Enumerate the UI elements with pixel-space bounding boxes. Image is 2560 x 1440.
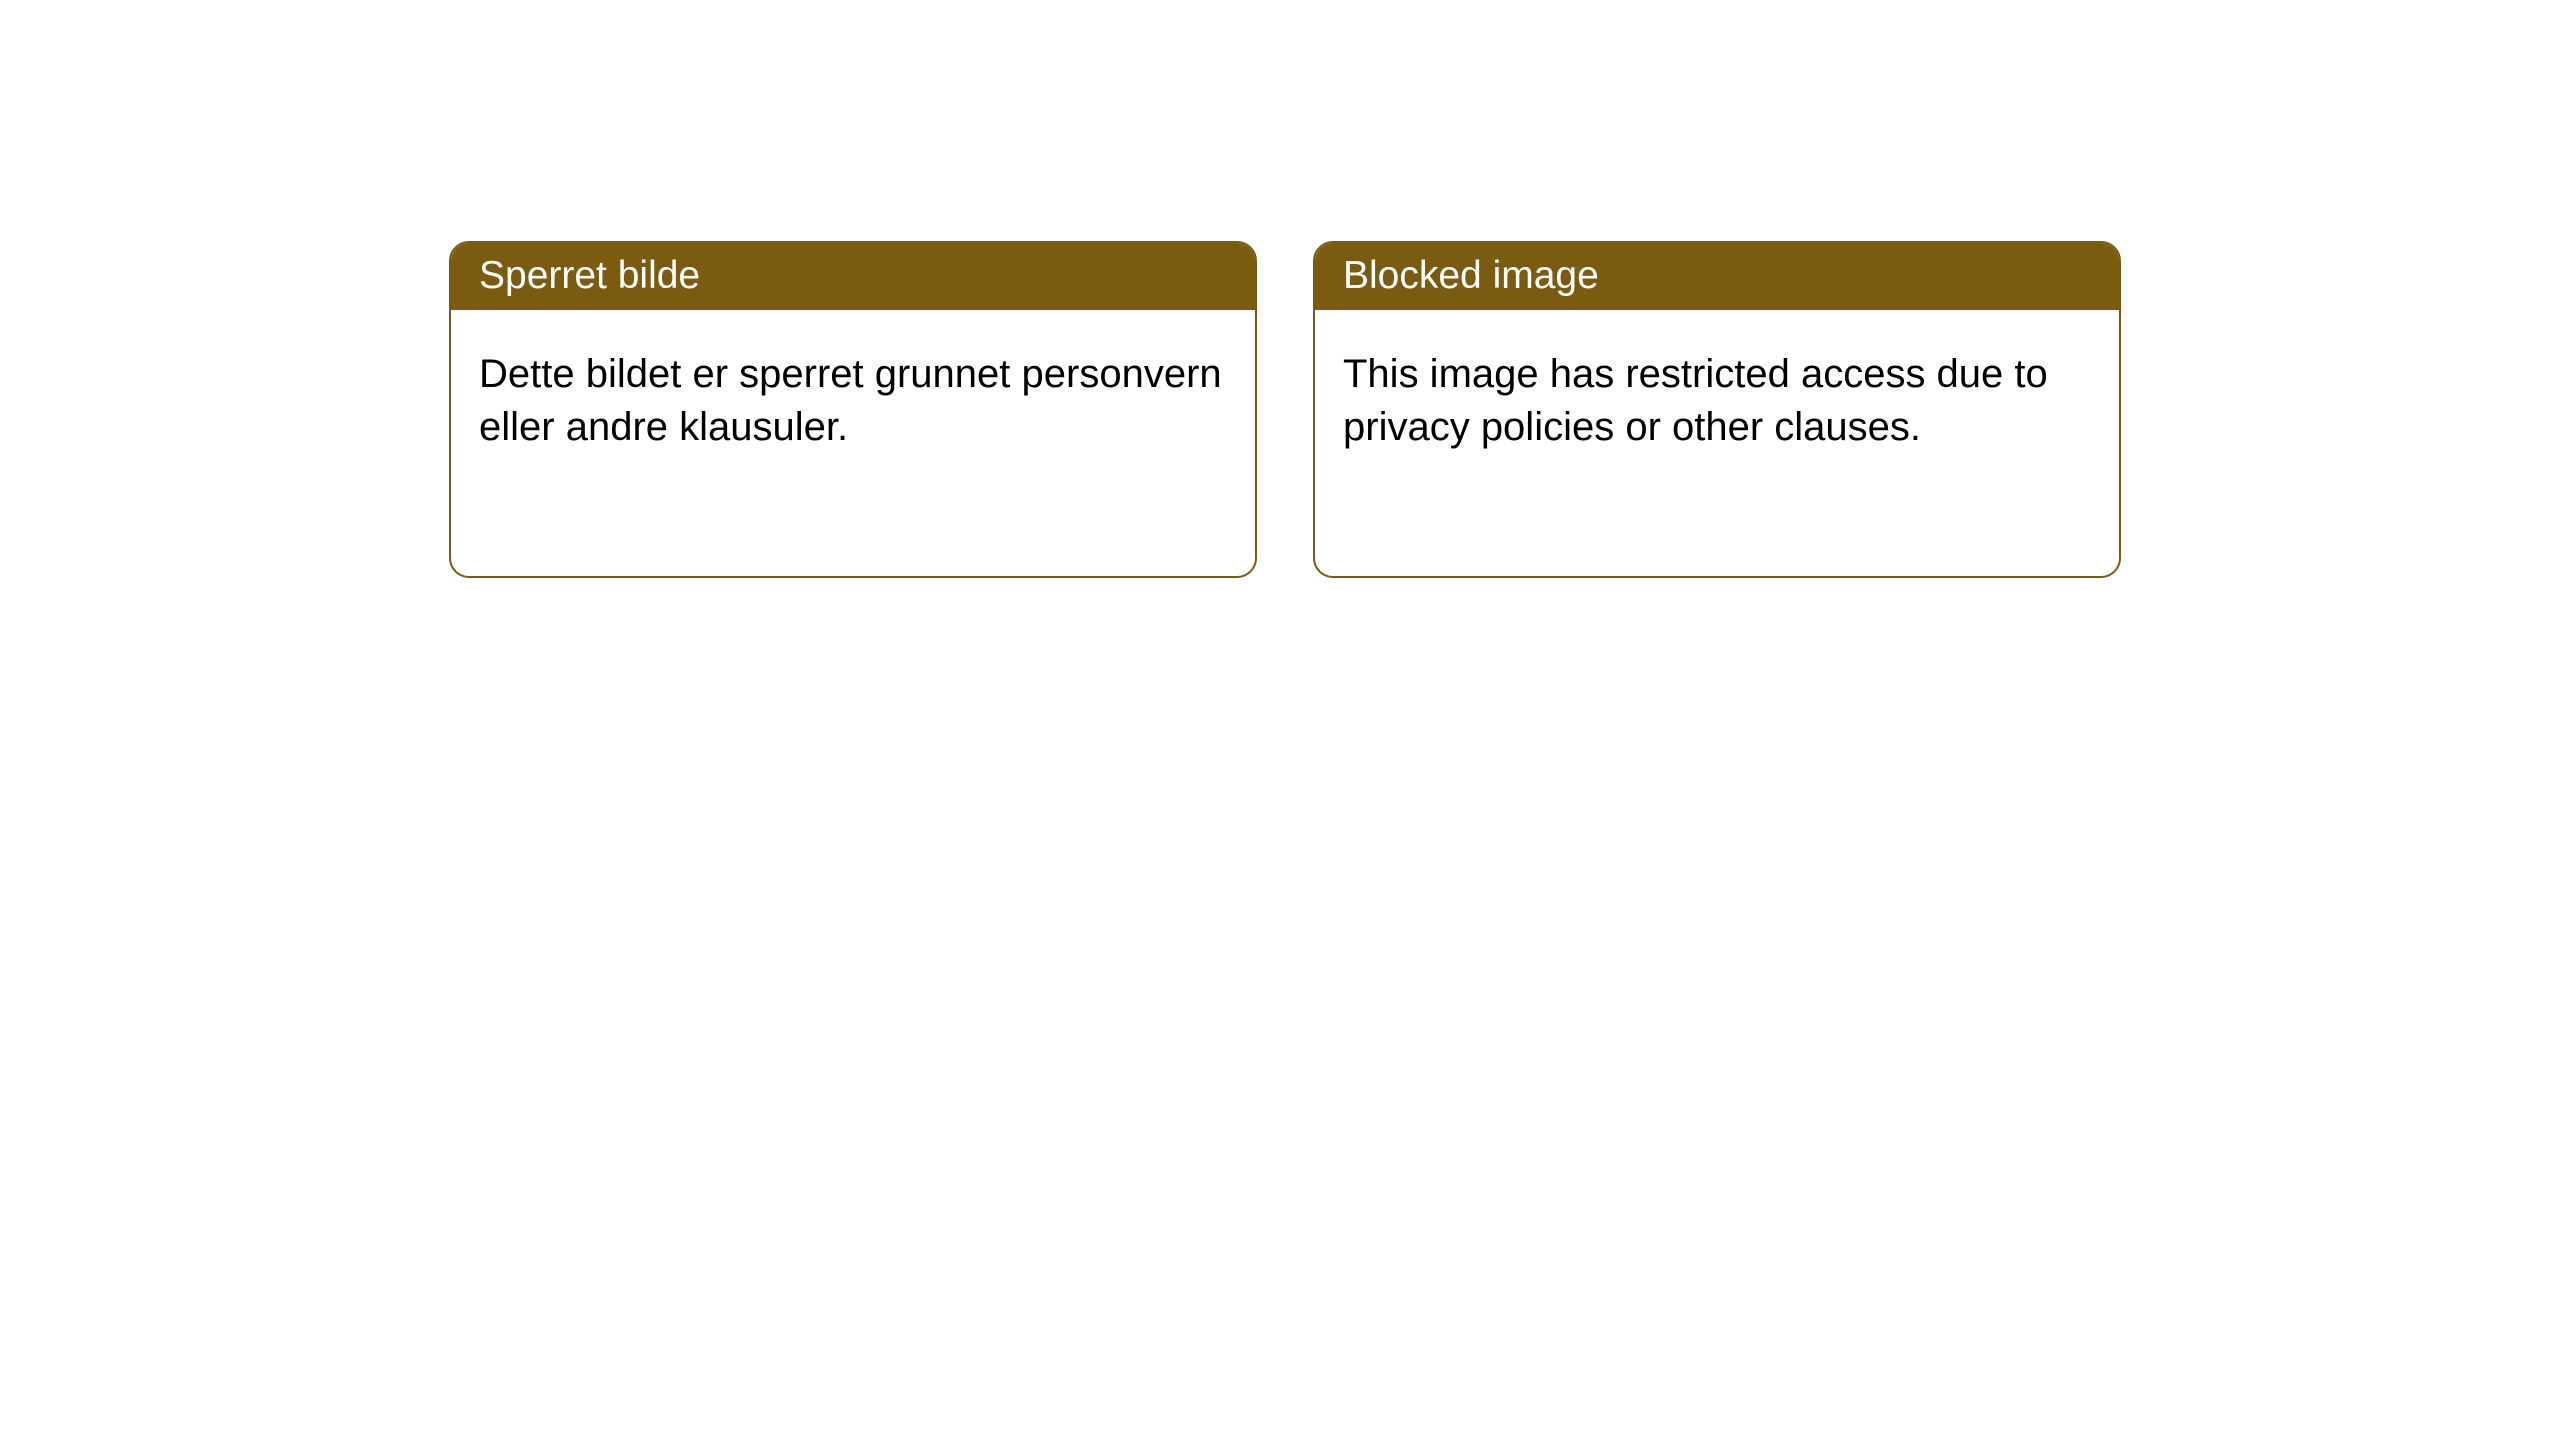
notice-container: Sperret bilde Dette bildet er sperret gr… bbox=[0, 0, 2560, 578]
notice-title: Blocked image bbox=[1315, 243, 2119, 310]
notice-body: This image has restricted access due to … bbox=[1315, 310, 2119, 492]
notice-card-english: Blocked image This image has restricted … bbox=[1313, 241, 2121, 578]
notice-body: Dette bildet er sperret grunnet personve… bbox=[451, 310, 1255, 492]
notice-title: Sperret bilde bbox=[451, 243, 1255, 310]
notice-card-norwegian: Sperret bilde Dette bildet er sperret gr… bbox=[449, 241, 1257, 578]
